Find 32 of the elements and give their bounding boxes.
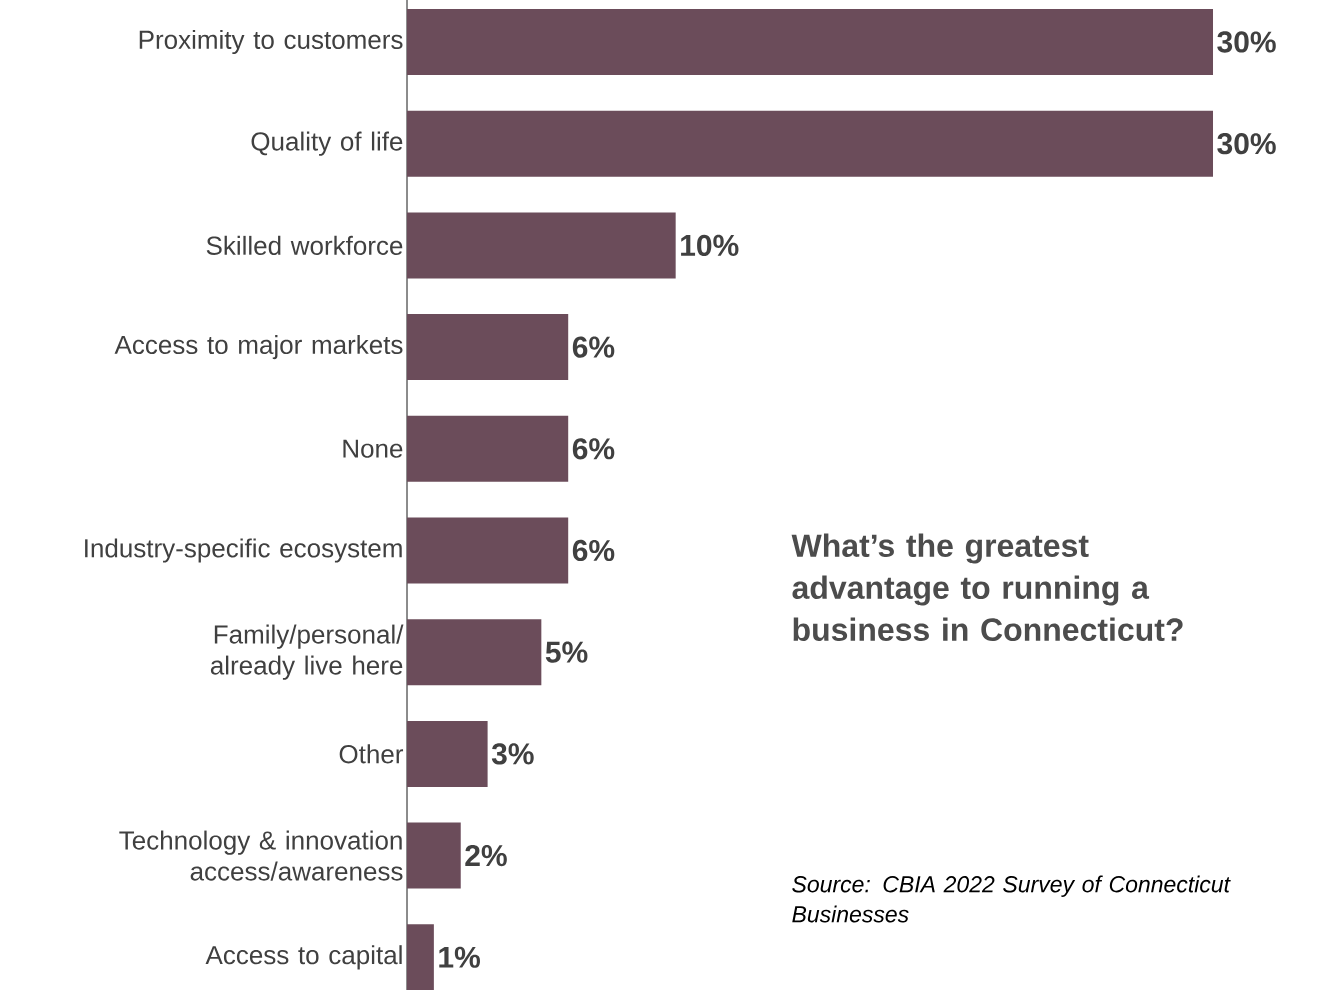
- bar: [407, 517, 569, 584]
- y-tick-label: Other: [339, 744, 404, 764]
- data-label: 2%: [465, 845, 507, 867]
- data-label: 10%: [681, 234, 739, 257]
- bar: [407, 619, 542, 686]
- data-label: 5%: [545, 641, 588, 663]
- y-tick-label: None: [343, 439, 403, 458]
- bar: [407, 415, 569, 482]
- text: What’s the greatest advantage to running a business in Connecticut?: [791, 533, 1183, 642]
- y-tick-label: Proximity to customers: [139, 29, 403, 55]
- y-tick-label: Family/personal/ already live here: [210, 624, 404, 680]
- y-tick-label: Access to major markets: [114, 334, 403, 360]
- y-tick-label: Skilled workforce: [206, 235, 403, 255]
- data-label: 30%: [1217, 133, 1276, 155]
- bar: [407, 212, 676, 279]
- data-label: 1%: [439, 946, 480, 968]
- y-tick-label: Access to capital: [205, 945, 402, 970]
- bar: [407, 822, 461, 889]
- bar: [407, 110, 1213, 177]
- bar: [407, 9, 1213, 75]
- data-label: 6%: [572, 539, 615, 562]
- y-tick-label: Technology & innovation access/awareness: [119, 830, 403, 881]
- bar: [407, 314, 569, 381]
- data-label: 6%: [572, 336, 615, 358]
- y-tick-label: Quality of life: [251, 131, 403, 156]
- data-label: 3%: [491, 743, 534, 765]
- bar: [407, 924, 434, 990]
- annotation: Source: CBIA 2022 Survey of Connecticut Businesses: [792, 875, 1231, 923]
- data-label: 6%: [572, 438, 615, 460]
- bar: [407, 720, 488, 787]
- data-label: 30%: [1217, 31, 1276, 53]
- y-tick-label: Industry-specific ecosystem: [85, 538, 402, 563]
